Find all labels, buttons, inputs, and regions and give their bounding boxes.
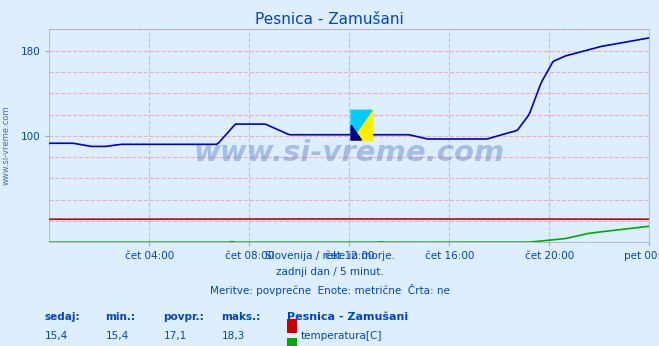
Text: maks.:: maks.: [221, 312, 261, 322]
Text: Pesnica - Zamušani: Pesnica - Zamušani [287, 312, 409, 322]
Text: www.si-vreme.com: www.si-vreme.com [194, 139, 505, 167]
Text: 17,1: 17,1 [163, 331, 186, 341]
Text: Meritve: povprečne  Enote: metrične  Črta: ne: Meritve: povprečne Enote: metrične Črta:… [210, 284, 449, 296]
Text: Slovenija / reke in morje.: Slovenija / reke in morje. [264, 251, 395, 261]
Polygon shape [351, 110, 372, 140]
Text: Pesnica - Zamušani: Pesnica - Zamušani [255, 12, 404, 27]
Text: zadnji dan / 5 minut.: zadnji dan / 5 minut. [275, 267, 384, 277]
Polygon shape [351, 125, 362, 140]
Text: min.:: min.: [105, 312, 136, 322]
Text: 18,3: 18,3 [221, 331, 244, 341]
Text: 15,4: 15,4 [45, 331, 68, 341]
Text: 15,4: 15,4 [105, 331, 129, 341]
Text: temperatura[C]: temperatura[C] [301, 331, 382, 341]
Text: povpr.:: povpr.: [163, 312, 204, 322]
Text: www.si-vreme.com: www.si-vreme.com [2, 106, 11, 185]
Polygon shape [351, 110, 372, 140]
Text: sedaj:: sedaj: [45, 312, 80, 322]
